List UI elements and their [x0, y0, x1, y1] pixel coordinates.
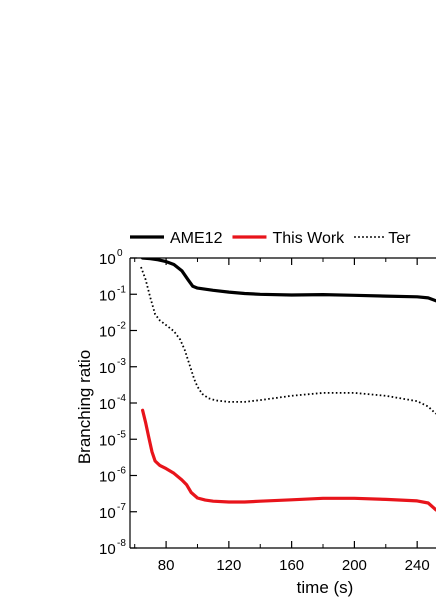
y-tick-base: 10	[99, 541, 116, 558]
y-tick-label: 10 -1	[99, 284, 126, 304]
y-tick-label: 10 -5	[99, 429, 126, 449]
y-tick-base: 10	[99, 505, 116, 522]
y-tick-base: 10	[99, 432, 116, 449]
x-tick-label: 120	[216, 557, 241, 574]
legend: AME12 This Work Ter	[130, 230, 411, 247]
y-tick-exponent: -1	[117, 284, 126, 295]
y-tick-base: 10	[99, 469, 116, 486]
y-tick-exponent: 0	[117, 248, 123, 259]
y-tick-base: 10	[99, 324, 116, 341]
legend-label: Ter	[388, 230, 411, 247]
y-tick-exponent: -5	[117, 429, 126, 440]
x-tick-label: 240	[405, 557, 430, 574]
y-tick-base: 10	[99, 287, 116, 304]
x-axis-label: time (s)	[297, 578, 354, 597]
y-tick-exponent: -2	[117, 321, 126, 332]
y-tick-label: 10 -7	[99, 502, 126, 522]
series-line-this-work	[141, 408, 436, 512]
y-tick-base: 10	[99, 360, 116, 377]
y-tick-base: 10	[99, 251, 116, 268]
y-tick-exponent: -6	[117, 466, 126, 477]
y-tick-label: 10 -8	[99, 538, 126, 558]
y-tick-label: 10 -4	[99, 393, 126, 413]
x-tick-label: 160	[279, 557, 304, 574]
y-tick-exponent: -3	[117, 357, 126, 368]
y-tick-label: 10 -6	[99, 466, 126, 486]
series-layer	[140, 258, 436, 512]
series-line-ame12	[141, 258, 436, 303]
y-tick-exponent: -8	[117, 538, 126, 549]
y-tick-label: 10 -3	[99, 357, 126, 377]
y-tick-label: 10 0	[99, 248, 123, 268]
x-tick-label: 80	[158, 557, 175, 574]
y-tick-label: 10 -2	[99, 321, 126, 341]
y-axis-label: Branching ratio	[75, 350, 94, 464]
legend-label: This Work	[272, 230, 345, 247]
legend-label: AME12	[170, 230, 223, 247]
series-line-ter	[140, 266, 436, 415]
x-tick-label: 200	[342, 557, 367, 574]
y-tick-base: 10	[99, 396, 116, 413]
y-tick-exponent: -4	[117, 393, 126, 404]
y-tick-exponent: -7	[117, 502, 126, 513]
